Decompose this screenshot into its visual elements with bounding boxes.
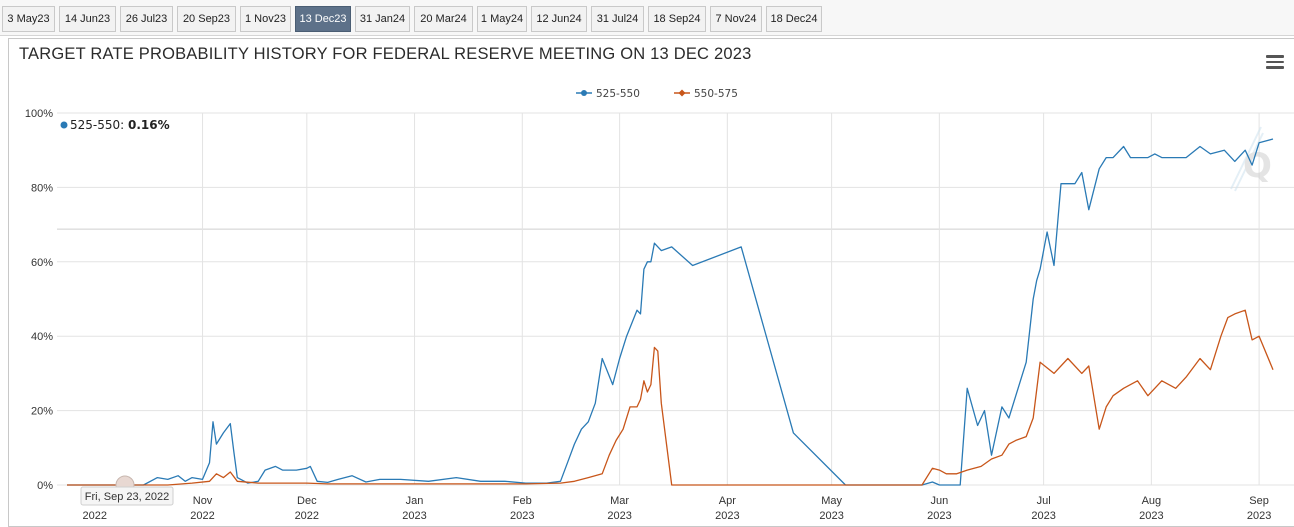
legend-item-525-550[interactable]: 525-550 [576,88,640,100]
x-tick-year: 2023 [1247,510,1271,522]
tooltip-marker-icon [60,121,68,129]
tooltip-value: 0.16% [128,118,170,132]
tab-31-jan24[interactable]: 31 Jan24 [355,6,410,32]
series-line-525-550 [67,138,1274,486]
meeting-date-tabs: 3 May23 14 Jun23 26 Jul23 20 Sep23 1 Nov23 13… [0,0,1294,36]
x-tick-month: Dec [297,495,317,507]
x-tick-year: 2023 [607,510,631,522]
chart-axes: 0% 20% 40% 60% 80% 100% 2022 Nov 2022 Dec 2022 Jan 2… [25,108,1271,522]
crosshair-date-label: Fri, Sep 23, 2022 [85,491,169,503]
svg-text:Q: Q [1243,146,1272,186]
x-tick-year: 2023 [715,510,739,522]
tab-7-nov24[interactable]: 7 Nov24 [710,6,762,32]
chart-tooltip: 525-550: 0.16% Fri, Sep 23, 2022 [60,118,174,506]
y-tick-label: 20% [31,406,53,418]
tooltip-series-label: 525-550: [70,118,128,132]
legend-label: 525-550 [596,88,640,100]
y-tick-label: 0% [37,480,53,492]
tab-12-jun24[interactable]: 12 Jun24 [531,6,587,32]
chart-grid [57,112,1294,486]
legend-marker-icon [581,90,587,96]
menu-icon[interactable] [1266,55,1284,69]
tab-31-jul24[interactable]: 31 Jul24 [591,6,644,32]
tooltip-text: 525-550: 0.16% [70,118,170,132]
q-logo-icon: Q [1230,126,1272,192]
x-tick-year: 2023 [819,510,843,522]
x-tick-year: 2022 [83,510,107,522]
legend-marker-icon [678,89,686,97]
tab-18-sep24[interactable]: 18 Sep24 [648,6,706,32]
tab-14-jun23[interactable]: 14 Jun23 [59,6,116,32]
tab-20-mar24[interactable]: 20 Mar24 [414,6,473,32]
legend-item-550-575[interactable]: 550-575 [674,88,738,100]
x-tick-month: Sep [1249,495,1269,507]
y-tick-label: 80% [31,182,53,194]
chart-series [67,138,1274,486]
x-tick-year: 2023 [927,510,951,522]
tab-18-dec24[interactable]: 18 Dec24 [766,6,822,32]
x-tick-month: Apr [719,495,736,507]
x-tick-month: May [821,495,842,507]
x-tick-month: Aug [1142,495,1162,507]
chart-legend: 525-550 550-575 [576,88,738,100]
legend-label: 550-575 [694,88,738,100]
tab-1-nov23[interactable]: 1 Nov23 [240,6,291,32]
x-tick-year: 2022 [190,510,214,522]
x-tick-month: Jun [930,495,948,507]
crosshair-label-box [80,486,174,506]
tab-3-may23[interactable]: 3 May23 [2,6,55,32]
y-tick-label: 60% [31,257,53,269]
chart-title: TARGET RATE PROBABILITY HISTORY FOR FEDE… [19,45,752,63]
x-tick-month: Feb [513,495,532,507]
x-tick-year: 2022 [295,510,319,522]
x-tick-month: Jul [1037,495,1051,507]
x-tick-year: 2023 [402,510,426,522]
x-tick-year: 2023 [1139,510,1163,522]
tab-1-may24[interactable]: 1 May24 [477,6,527,32]
tab-13-dec23[interactable]: 13 Dec23 [295,6,351,32]
probability-chart: Q 0% 20% 40% 60% 80% 100% 2022 Nov 2022 Dec 2022 Ja… [25,88,1294,522]
x-tick-year: 2023 [510,510,534,522]
x-tick-month: Mar [610,495,629,507]
tab-20-sep23[interactable]: 20 Sep23 [177,6,236,32]
series-line-550-575 [67,309,1274,486]
chart-panel: TARGET RATE PROBABILITY HISTORY FOR FEDE… [8,38,1294,527]
x-tick-month: Nov [193,495,213,507]
tab-26-jul23[interactable]: 26 Jul23 [120,6,173,32]
x-tick-month: Jan [406,495,424,507]
x-tick-year: 2023 [1031,510,1055,522]
y-tick-label: 40% [31,331,53,343]
y-tick-label: 100% [25,108,53,120]
